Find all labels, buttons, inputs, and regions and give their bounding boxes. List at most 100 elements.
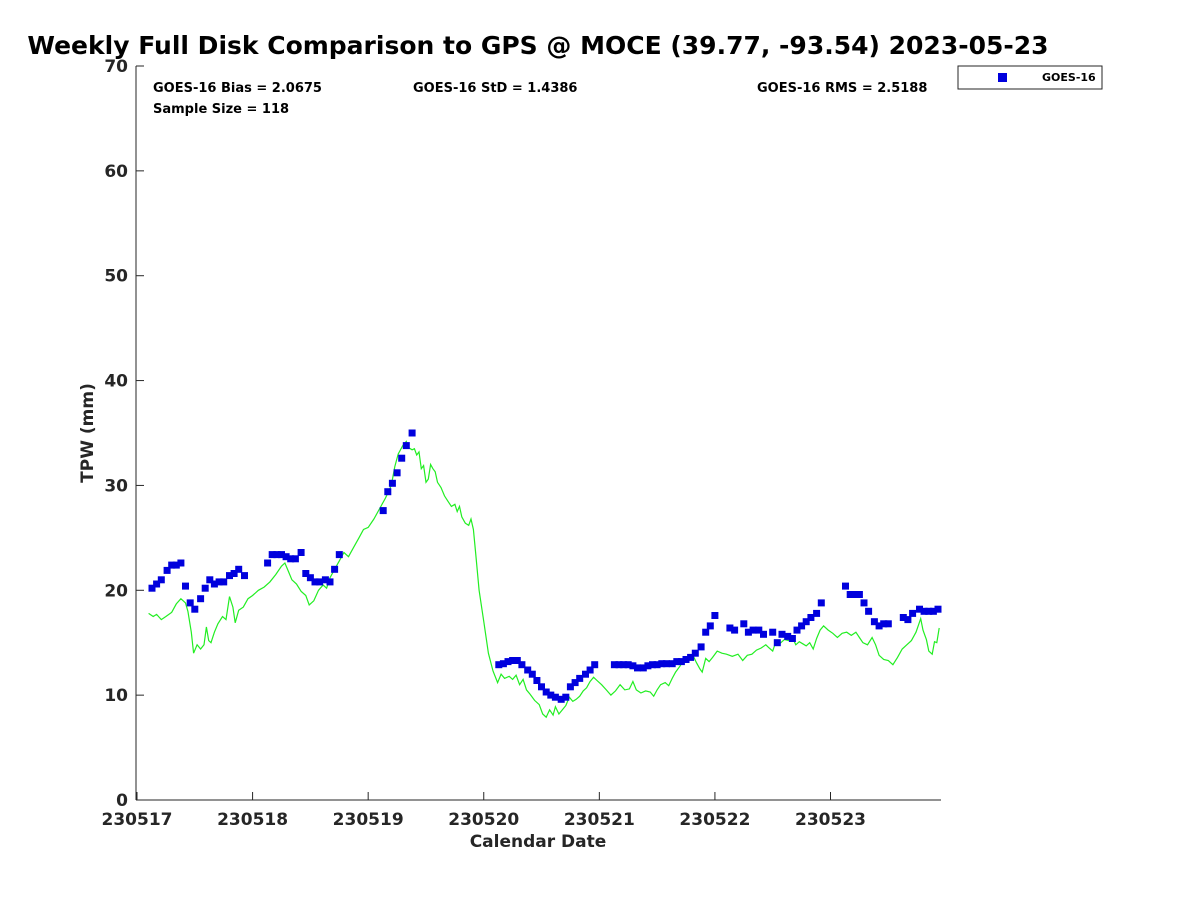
goes16-point — [760, 630, 767, 638]
x-axis-label: Calendar Date — [470, 832, 607, 852]
goes16-point — [566, 683, 574, 691]
legend: GOES-16 — [957, 65, 1103, 90]
goes16-point — [726, 624, 734, 632]
goes16-point — [711, 612, 719, 619]
goes16-point — [495, 661, 503, 669]
goes16-point — [697, 643, 705, 651]
goes16-point — [177, 559, 185, 567]
goes16-point — [904, 616, 912, 624]
goes16-point — [197, 595, 205, 603]
y-axis-label: TPW (mm) — [78, 383, 98, 483]
goes16-point — [899, 614, 907, 621]
goes16-point — [740, 620, 748, 628]
goes16-point — [629, 662, 637, 670]
goes16-point — [201, 584, 209, 592]
goes16-point — [591, 661, 599, 669]
goes16-point — [297, 549, 305, 556]
goes16-point — [784, 632, 792, 640]
goes16-point — [649, 661, 656, 669]
goes16-point — [241, 572, 248, 580]
goes16-point — [273, 551, 281, 559]
goes16-point — [653, 661, 661, 669]
goes16-point — [562, 693, 570, 701]
goes16-point — [870, 618, 878, 626]
goes16-point — [807, 614, 815, 621]
legend-box — [957, 65, 1103, 90]
goes16-point — [542, 688, 550, 696]
goes16-point — [677, 658, 685, 666]
goes16-point — [321, 576, 329, 584]
goes16-point — [268, 551, 276, 559]
goes16-point — [788, 635, 796, 642]
plot-area: 0 10 20 30 40 50 60 70 230517 230518 230519 230520… — [102, 57, 942, 830]
goes16-point — [282, 553, 290, 561]
goes16-point — [547, 691, 555, 699]
y-tick-label: 20 — [104, 581, 128, 601]
goes16-point — [398, 454, 406, 462]
y-tick-label: 70 — [104, 57, 128, 77]
goes16-point — [920, 607, 928, 615]
goes16-point — [264, 559, 272, 567]
goes16-point — [230, 570, 238, 577]
goes16-point — [916, 605, 923, 613]
goes16-point — [509, 657, 517, 664]
goes16-point — [639, 664, 647, 672]
goes16-point — [634, 664, 641, 672]
chart-title: Weekly Full Disk Comparison to GPS @ MOC… — [27, 31, 1048, 60]
goes16-point — [682, 656, 690, 663]
goes16-point — [153, 580, 161, 588]
goes16-point — [215, 578, 223, 586]
goes16-point — [538, 683, 545, 691]
goes16-point — [235, 565, 243, 573]
goes16-point — [172, 561, 180, 569]
goes16-point — [615, 661, 623, 669]
bias-stat: GOES-16 Bias = 2.0675 — [153, 81, 322, 96]
goes16-point — [163, 566, 171, 574]
goes16-point — [287, 555, 295, 563]
goes16-point — [773, 639, 781, 647]
goes16-point — [851, 591, 859, 598]
goes16-point — [331, 565, 339, 573]
goes16-point — [934, 605, 942, 613]
goes16-point — [929, 607, 937, 615]
goes16-point — [925, 607, 933, 615]
goes16-point — [884, 620, 892, 628]
goes16-point — [557, 695, 565, 703]
goes16-point — [846, 591, 854, 598]
goes16-point — [518, 661, 526, 669]
goes16-point — [673, 658, 681, 666]
goes16-point — [620, 661, 628, 669]
goes16-point — [644, 662, 652, 670]
goes16-point — [182, 582, 189, 590]
goes16-point — [278, 551, 285, 559]
gps-series — [148, 440, 940, 719]
goes16-point — [168, 561, 176, 569]
goes16-point — [220, 578, 228, 586]
goes16-point — [769, 628, 777, 636]
goes16-point — [793, 626, 801, 634]
goes16-point — [524, 666, 532, 674]
goes16-point — [402, 442, 410, 450]
goes16-point — [157, 576, 165, 584]
goes16-point — [691, 649, 699, 657]
goes16-point — [393, 469, 401, 477]
goes16-point — [186, 599, 194, 607]
goes16-point — [706, 622, 714, 630]
y-tick-label: 0 — [116, 791, 128, 811]
goes16-point — [860, 599, 868, 607]
y-tick-label: 40 — [104, 372, 128, 392]
goes16-point — [744, 628, 752, 636]
goes16-point — [326, 578, 334, 586]
x-tick-label: 230519 — [333, 810, 404, 830]
rms-stat: GOES-16 RMS = 2.5188 — [757, 81, 927, 96]
y-axis-ticks: 0 10 20 30 40 50 60 70 — [104, 57, 144, 811]
gps-line — [148, 440, 940, 719]
x-tick-label: 230521 — [564, 810, 635, 830]
goes16-point — [302, 570, 310, 577]
x-tick-label: 230518 — [217, 810, 288, 830]
goes16-point — [504, 658, 512, 666]
x-tick-label: 230517 — [102, 810, 173, 830]
goes16-point — [624, 661, 632, 669]
goes16-point — [551, 693, 559, 701]
